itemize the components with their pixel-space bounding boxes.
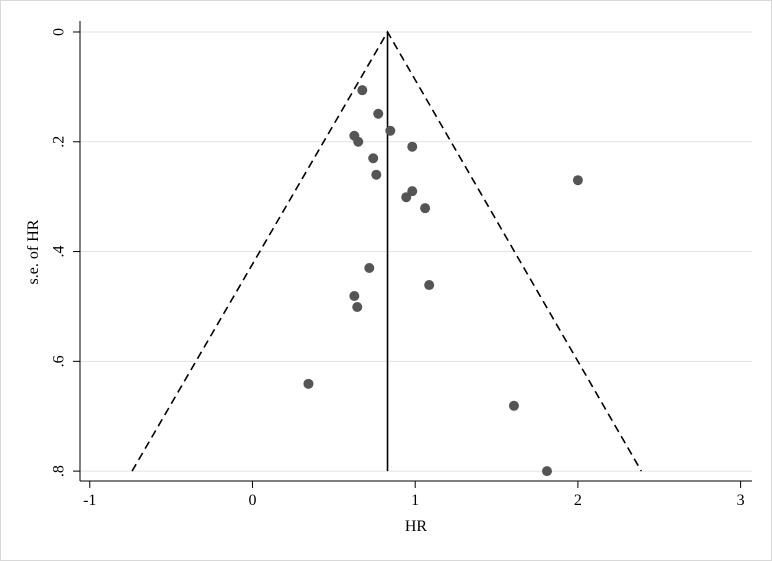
point — [385, 125, 396, 136]
x-tick-label: 3 — [737, 492, 745, 509]
y-axis-label: s.e. of HR — [25, 219, 42, 284]
y-tick-label: .4 — [51, 246, 68, 258]
point — [353, 136, 364, 147]
point — [352, 301, 363, 312]
x-tick-label: -1 — [83, 492, 96, 509]
point — [508, 400, 519, 411]
y-tick-label: 0 — [51, 28, 68, 36]
point — [303, 378, 314, 389]
point — [364, 263, 375, 274]
point — [357, 85, 368, 96]
point — [371, 169, 382, 180]
y-tick-label: .8 — [51, 465, 68, 477]
point — [541, 466, 552, 477]
point — [349, 291, 360, 302]
y-tick-label: .6 — [51, 355, 68, 367]
point — [424, 280, 435, 291]
point — [407, 141, 418, 152]
y-tick-label: .2 — [51, 136, 68, 148]
x-tick-label: 0 — [248, 492, 256, 509]
point — [368, 153, 379, 164]
point — [373, 108, 384, 119]
point — [401, 192, 412, 203]
x-tick-label: 1 — [411, 492, 419, 509]
point — [420, 203, 431, 214]
x-axis-label: HR — [405, 518, 428, 535]
x-tick-label: 2 — [574, 492, 582, 509]
point — [572, 175, 583, 186]
